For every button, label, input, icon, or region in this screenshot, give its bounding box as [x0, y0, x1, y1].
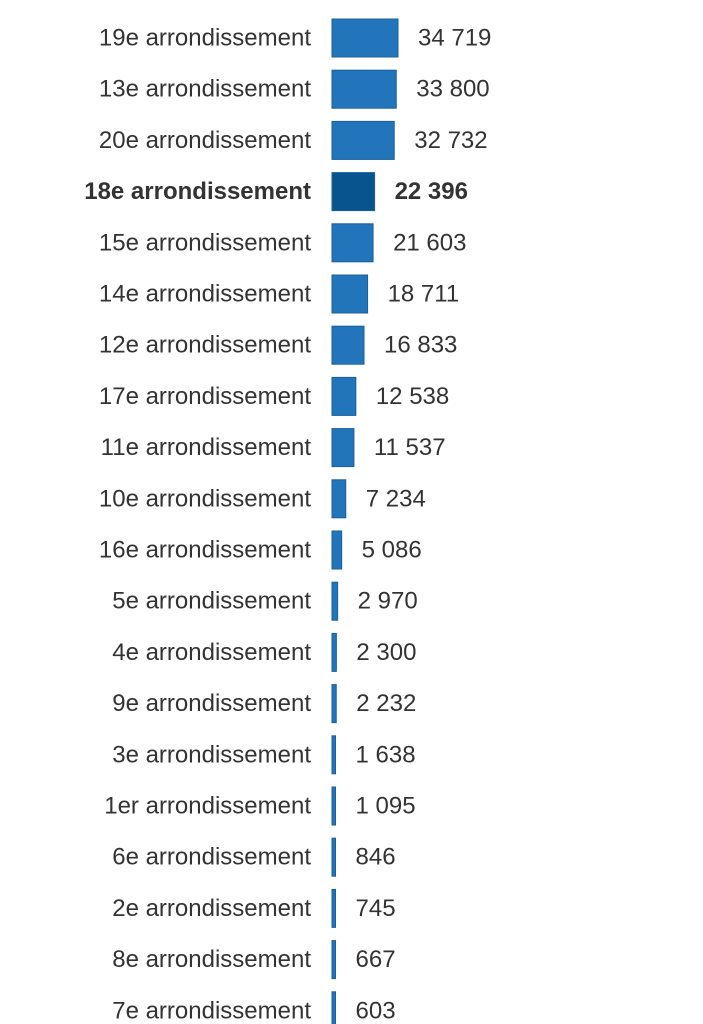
bar: [331, 735, 336, 775]
value-label: 16 833: [384, 332, 457, 359]
value-label: 32 732: [414, 127, 487, 154]
bar: [331, 223, 374, 263]
category-label: 15e arrondissement: [99, 229, 311, 256]
bar: [331, 530, 343, 570]
value-label: 18 711: [388, 281, 460, 308]
category-label: 17e arrondissement: [99, 383, 311, 410]
value-label: 5 086: [362, 537, 422, 564]
bar: [331, 376, 357, 416]
value-label: 22 396: [395, 178, 468, 205]
value-label: 1 638: [356, 741, 416, 768]
value-label: 12 538: [376, 383, 449, 410]
bar: [331, 274, 369, 314]
bar: [331, 18, 399, 58]
category-label: 14e arrondissement: [99, 281, 311, 308]
value-label: 603: [356, 997, 396, 1024]
category-label: 16e arrondissement: [99, 537, 311, 564]
bar: [331, 69, 397, 109]
category-label: 5e arrondissement: [112, 588, 311, 615]
bar: [331, 120, 395, 160]
bar: [331, 991, 336, 1024]
bar: [331, 581, 339, 621]
value-label: 745: [356, 895, 396, 922]
category-label: 20e arrondissement: [99, 127, 311, 154]
category-label: 18e arrondissement: [84, 178, 311, 205]
category-label: 9e arrondissement: [112, 690, 311, 717]
category-label: 13e arrondissement: [99, 76, 311, 103]
category-label: 8e arrondissement: [112, 946, 311, 973]
value-label: 11 537: [374, 434, 446, 461]
value-label: 667: [356, 946, 396, 973]
bar: [331, 428, 355, 468]
value-label: 7 234: [366, 485, 426, 512]
value-label: 2 300: [356, 639, 416, 666]
category-label: 4e arrondissement: [112, 639, 311, 666]
category-label: 10e arrondissement: [99, 485, 311, 512]
bar: [331, 837, 336, 877]
bar: [331, 479, 347, 519]
bar: [331, 684, 337, 724]
bar: [331, 632, 337, 672]
category-label: 11e arrondissement: [101, 434, 312, 461]
value-label: 34 719: [418, 25, 491, 52]
value-label: 33 800: [416, 76, 489, 103]
bar: [331, 325, 365, 365]
highlighted-bar: [331, 172, 376, 212]
value-label: 2 232: [356, 690, 416, 717]
value-label: 1 095: [356, 793, 416, 820]
value-label: 846: [356, 844, 396, 871]
category-label: 19e arrondissement: [99, 25, 311, 52]
category-label: 2e arrondissement: [112, 895, 311, 922]
bar: [331, 888, 336, 928]
value-label: 21 603: [393, 229, 466, 256]
value-label: 2 970: [358, 588, 418, 615]
category-label: 3e arrondissement: [112, 741, 311, 768]
category-label: 1er arrondissement: [104, 793, 311, 820]
category-label: 7e arrondissement: [112, 997, 311, 1024]
bar: [331, 786, 336, 826]
category-label: 12e arrondissement: [99, 332, 311, 359]
category-label: 6e arrondissement: [112, 844, 311, 871]
bar: [331, 940, 336, 980]
